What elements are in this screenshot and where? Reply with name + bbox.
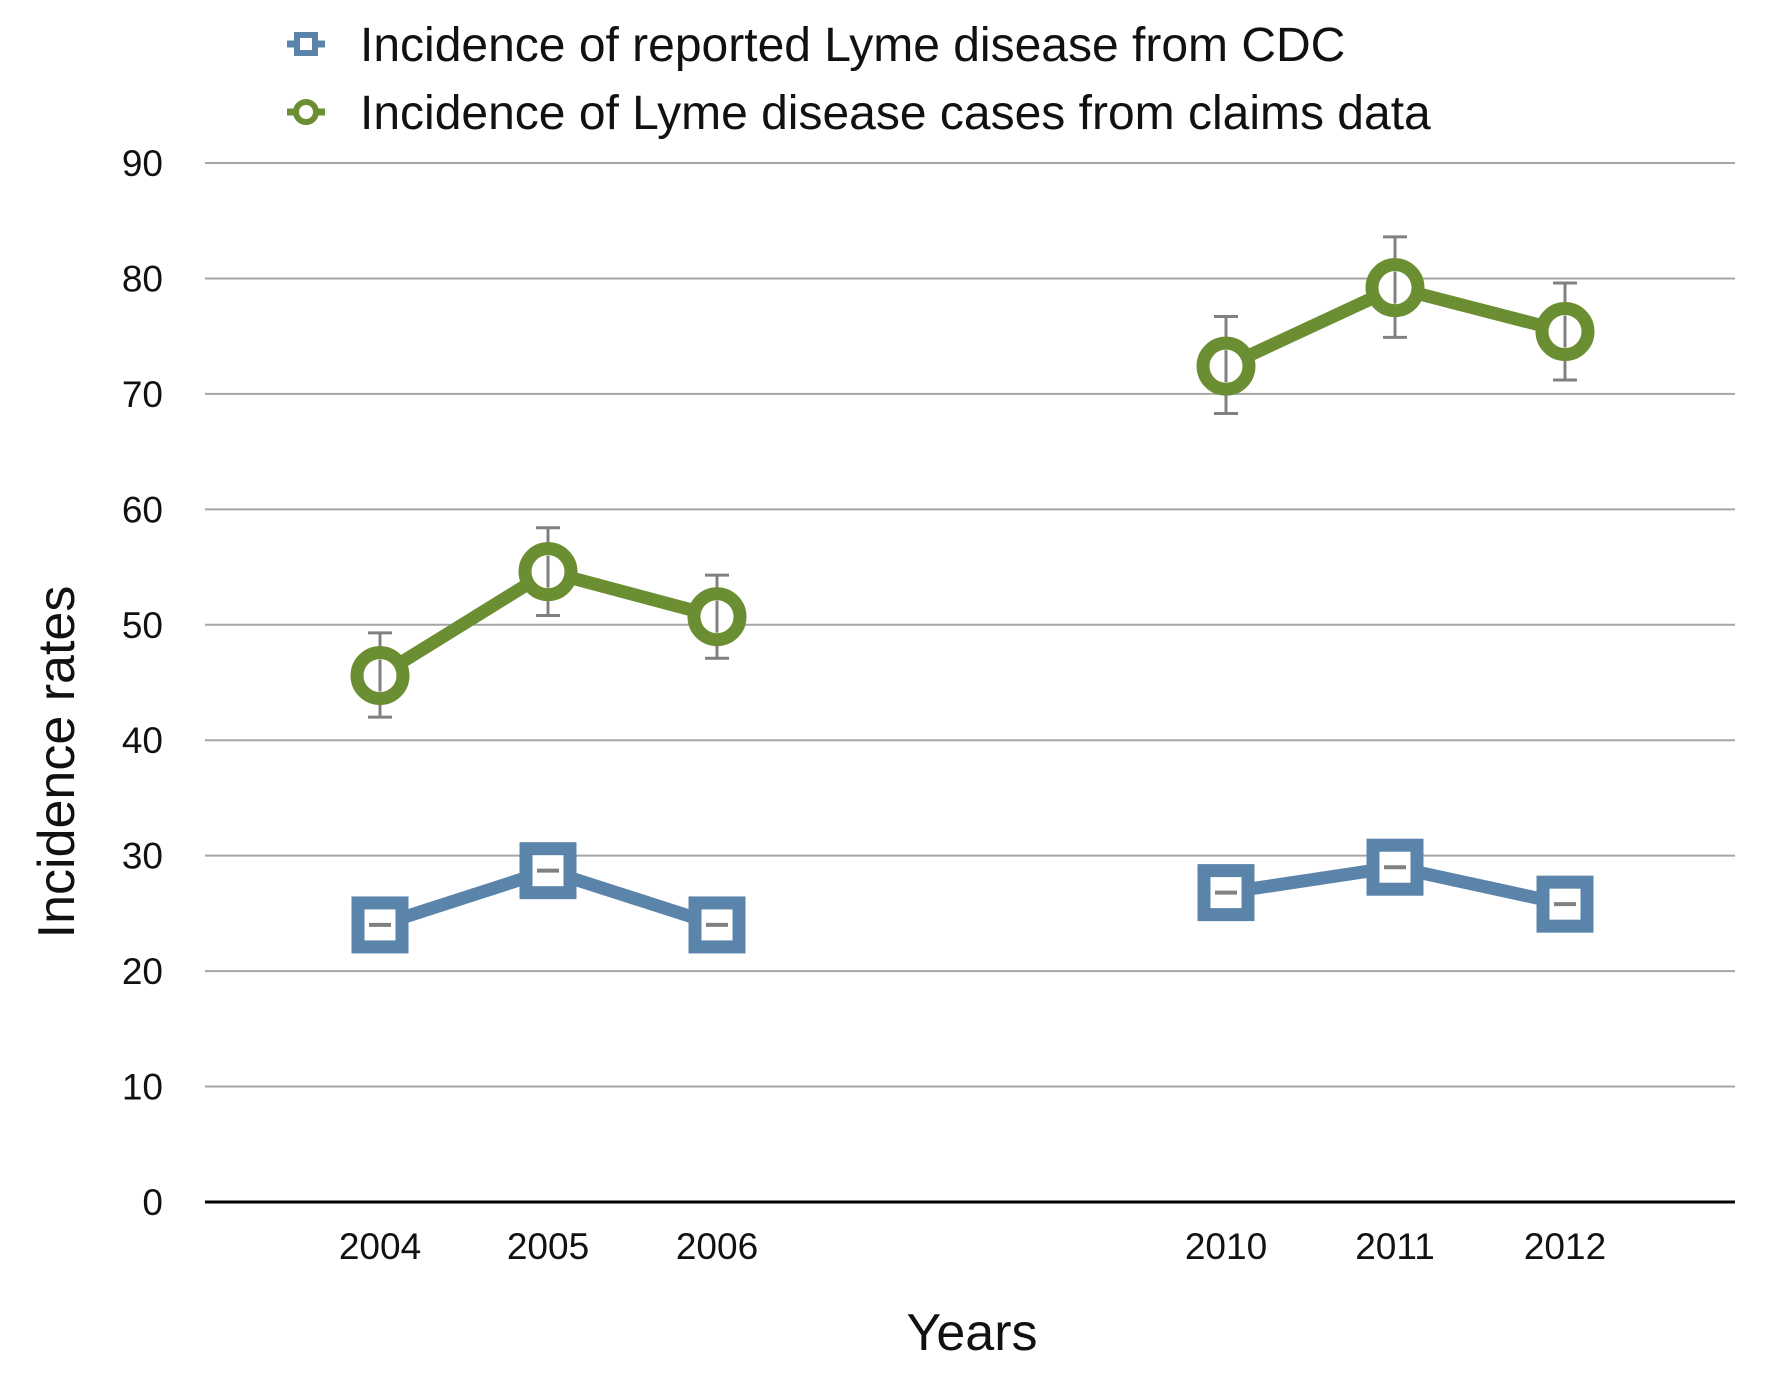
data-point bbox=[1366, 838, 1424, 896]
y-tick-label-70: 70 bbox=[122, 374, 163, 415]
data-point bbox=[1197, 864, 1255, 922]
series-layer bbox=[350, 235, 1595, 954]
y-tick-label-40: 40 bbox=[122, 720, 163, 761]
y-axis: 0 10 20 30 40 50 60 70 80 90 bbox=[122, 143, 163, 1223]
y-tick-label-50: 50 bbox=[122, 605, 163, 646]
legend-label: Incidence of Lyme disease cases from cla… bbox=[360, 87, 1431, 140]
y-tick-label-30: 30 bbox=[122, 836, 163, 877]
legend-item-2: Incidence of Lyme disease cases from cla… bbox=[287, 87, 1431, 140]
series-2 bbox=[350, 235, 1595, 719]
y-tick-label-0: 0 bbox=[142, 1182, 163, 1223]
x-tick-label-2006: 2006 bbox=[676, 1226, 758, 1267]
x-tick-label-2005: 2005 bbox=[507, 1226, 589, 1267]
y-tick-label-80: 80 bbox=[122, 258, 163, 299]
legend-marker-circle bbox=[293, 99, 319, 125]
y-tick-label-20: 20 bbox=[122, 951, 163, 992]
gridlines bbox=[205, 162, 1735, 1088]
x-axis-title: Years bbox=[906, 1304, 1037, 1362]
series-1 bbox=[351, 838, 1594, 954]
y-tick-label-10: 10 bbox=[122, 1067, 163, 1108]
x-axis: 2004 2005 2006 2010 2011 2012 bbox=[205, 1200, 1735, 1267]
legend-item-1: Incidence of reported Lyme disease from … bbox=[287, 19, 1345, 72]
legend: Incidence of reported Lyme disease from … bbox=[287, 19, 1431, 140]
y-tick-label-90: 90 bbox=[122, 143, 163, 184]
x-tick-label-2010: 2010 bbox=[1185, 1226, 1267, 1267]
y-axis-title: Incidence rates bbox=[28, 586, 86, 939]
legend-marker-square bbox=[294, 32, 318, 56]
legend-label: Incidence of reported Lyme disease from … bbox=[360, 19, 1345, 72]
y-tick-label-60: 60 bbox=[122, 489, 163, 530]
x-tick-label-2004: 2004 bbox=[339, 1226, 421, 1267]
x-tick-label-2011: 2011 bbox=[1355, 1226, 1435, 1267]
x-tick-label-2012: 2012 bbox=[1524, 1226, 1606, 1267]
